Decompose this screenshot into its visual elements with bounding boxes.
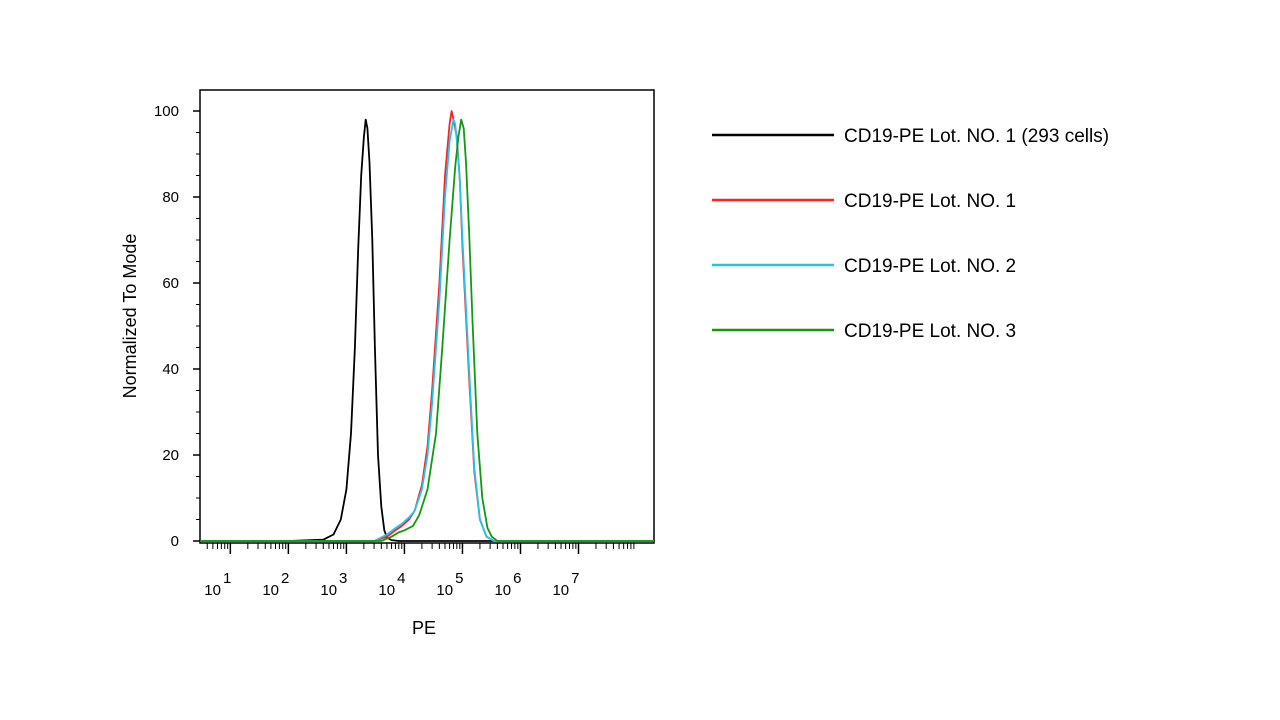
y-tick-label: 40: [162, 361, 179, 378]
x-tick-label: 107: [552, 570, 579, 599]
series-line-4: [200, 118, 654, 542]
y-tick-label: 20: [162, 447, 179, 464]
series-line-1: [200, 118, 654, 542]
legend-label-4: CD19-PE Lot. NO. 3: [844, 321, 1016, 342]
x-tick-label: 102: [262, 570, 289, 599]
y-tick-label: 0: [171, 533, 179, 550]
legend-label-3: CD19-PE Lot. NO. 2: [844, 256, 1016, 277]
x-axis-title: PE: [412, 618, 436, 638]
legend-label-2: CD19-PE Lot. NO. 1: [844, 191, 1016, 212]
y-tick-label: 60: [162, 275, 179, 292]
plot-area: 0 20 40 60 80 100 101 102 103 104 105 106 107: [154, 89, 655, 599]
x-tick-label: 106: [494, 570, 521, 599]
y-tick-label: 100: [154, 103, 179, 120]
legend: CD19-PE Lot. NO. 1 (293 cells) CD19-PE Lo…: [712, 126, 1109, 342]
x-tick-label: 104: [378, 570, 405, 599]
y-tick-label: 80: [162, 189, 179, 206]
legend-label-1: CD19-PE Lot. NO. 1 (293 cells): [844, 126, 1109, 147]
y-axis-title: Normalized To Mode: [120, 234, 140, 399]
x-tick-label: 101: [204, 570, 231, 599]
x-tick-label: 103: [320, 570, 347, 599]
series-line-2: [200, 110, 654, 542]
series-line-3: [200, 118, 654, 542]
x-tick-label: 105: [436, 570, 463, 599]
plot-frame: [199, 89, 655, 544]
